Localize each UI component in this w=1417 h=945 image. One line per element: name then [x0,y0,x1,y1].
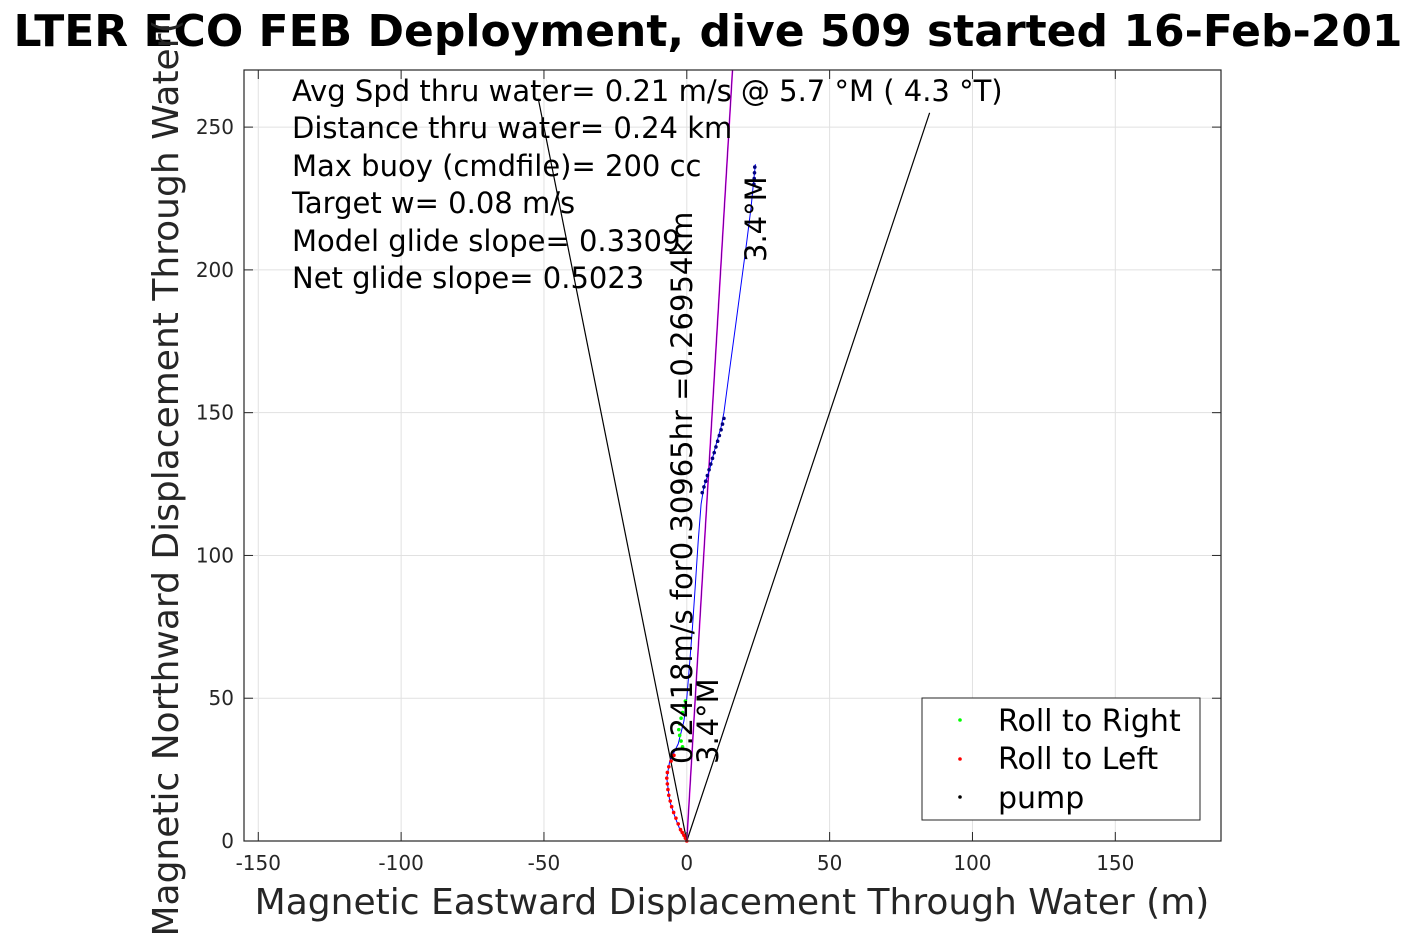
x-tick-label: -100 [378,851,423,875]
point-pump [717,433,722,438]
x-tick-label: -150 [236,851,281,875]
point-roll-to-left [669,759,673,763]
annotation-4: Model glide slope= 0.3309 [292,224,680,258]
y-tick-label: 100 [196,543,234,567]
point-pump [703,479,708,484]
legend-label-roll-right: Roll to Right [998,704,1181,739]
point-roll-to-right [677,722,682,726]
point-pump [715,439,720,444]
x-tick-label: 150 [1096,851,1134,875]
point-roll-to-left [671,810,676,815]
rotated-label-heading-upper: 3.4°M [739,176,773,262]
point-roll-to-left [680,830,685,835]
guide-lines [537,69,931,842]
point-pump [705,473,710,478]
point-pump [700,490,705,495]
y-axis-label: Magnetic Northward Displacement Through … [146,19,187,936]
point-roll-to-right [679,739,683,743]
x-tick-label: 0 [680,851,693,875]
point-roll-to-left [664,776,669,780]
legend-label-pump: pump [998,781,1084,816]
point-pump [719,428,723,432]
point-roll-to-right [677,733,682,738]
point-pump [752,176,757,181]
track-path [666,164,756,842]
legend-label-roll-left: Roll to Left [998,742,1158,777]
rotated-label-track: 0.2418m/s for0.30965hr =0.26954km [665,212,699,764]
x-tick-label: 100 [953,851,991,875]
annotation-0: Avg Spd thru water= 0.21 m/s @ 5.7 °M ( … [292,74,1003,108]
point-roll-to-right [680,710,685,715]
point-pump [720,422,725,426]
point-roll-to-left [665,770,670,775]
annotation-3: Target w= 0.08 m/s [291,186,575,220]
plot-frame [243,69,1222,842]
point-pump [752,182,756,187]
legend-marker-roll-right [958,718,962,722]
point-roll-to-left [676,822,681,826]
point-pump [714,445,718,449]
y-tick-label: 150 [196,401,234,425]
y-tick-label: 0 [221,829,234,853]
ticks: -150 -100 -50 0 50 100 150 0 50 100 150 200 250 [196,70,1221,875]
annotation-1: Distance thru water= 0.24 km [292,111,732,145]
point-pump [702,485,706,489]
point-roll-to-left [666,764,671,769]
point-roll-to-left [682,833,686,838]
point-roll-to-right [676,727,681,732]
track-layer [666,164,756,842]
point-pump [752,171,757,175]
point-roll-to-left [665,782,670,786]
point-roll-to-right [683,699,688,703]
annotation-5: Net glide slope= 0.5023 [292,261,644,295]
point-roll-to-left [669,804,674,809]
y-tick-label: 250 [196,115,234,139]
point-roll-to-left [668,799,673,803]
point-pump [752,165,757,169]
heading-line-dark [686,69,733,842]
point-roll-to-right [679,716,683,721]
legend-marker-pump [958,795,962,799]
point-pump [707,467,711,472]
point-pump [712,450,717,455]
point-roll-to-left [666,787,670,792]
point-roll-to-left [672,753,676,758]
cone-left-line [537,98,688,842]
point-roll-to-right [682,704,686,709]
point-roll-to-left [678,827,683,832]
legend-marker-roll-left [958,757,962,761]
x-tick-label: -50 [528,851,561,875]
x-tick-label: 50 [817,851,842,875]
point-pump [708,462,713,466]
point-roll-to-left [683,836,688,840]
point-roll-to-right [680,744,685,749]
point-layer [664,165,757,843]
legend: Roll to Right Roll to Left pump [921,697,1201,821]
y-tick-label: 200 [196,258,234,282]
point-pump [710,456,715,461]
point-roll-to-left [666,793,671,798]
annotation-2: Max buoy (cmdfile)= 200 cc [292,149,701,183]
annotation-block: Avg Spd thru water= 0.21 m/s @ 5.7 °M ( … [291,74,1003,295]
point-roll-to-left [674,816,678,820]
chart-title: LTER ECO FEB Deployment, dive 509 starte… [13,6,1402,57]
y-tick-label: 50 [209,686,234,710]
point-pump [722,416,726,421]
x-axis-label: Magnetic Eastward Displacement Through W… [255,882,1210,923]
grid [244,70,1221,842]
cone-right-line [686,112,931,842]
rotated-label-heading-lower: 3.4°M [691,678,725,764]
legend-box [921,697,1201,821]
